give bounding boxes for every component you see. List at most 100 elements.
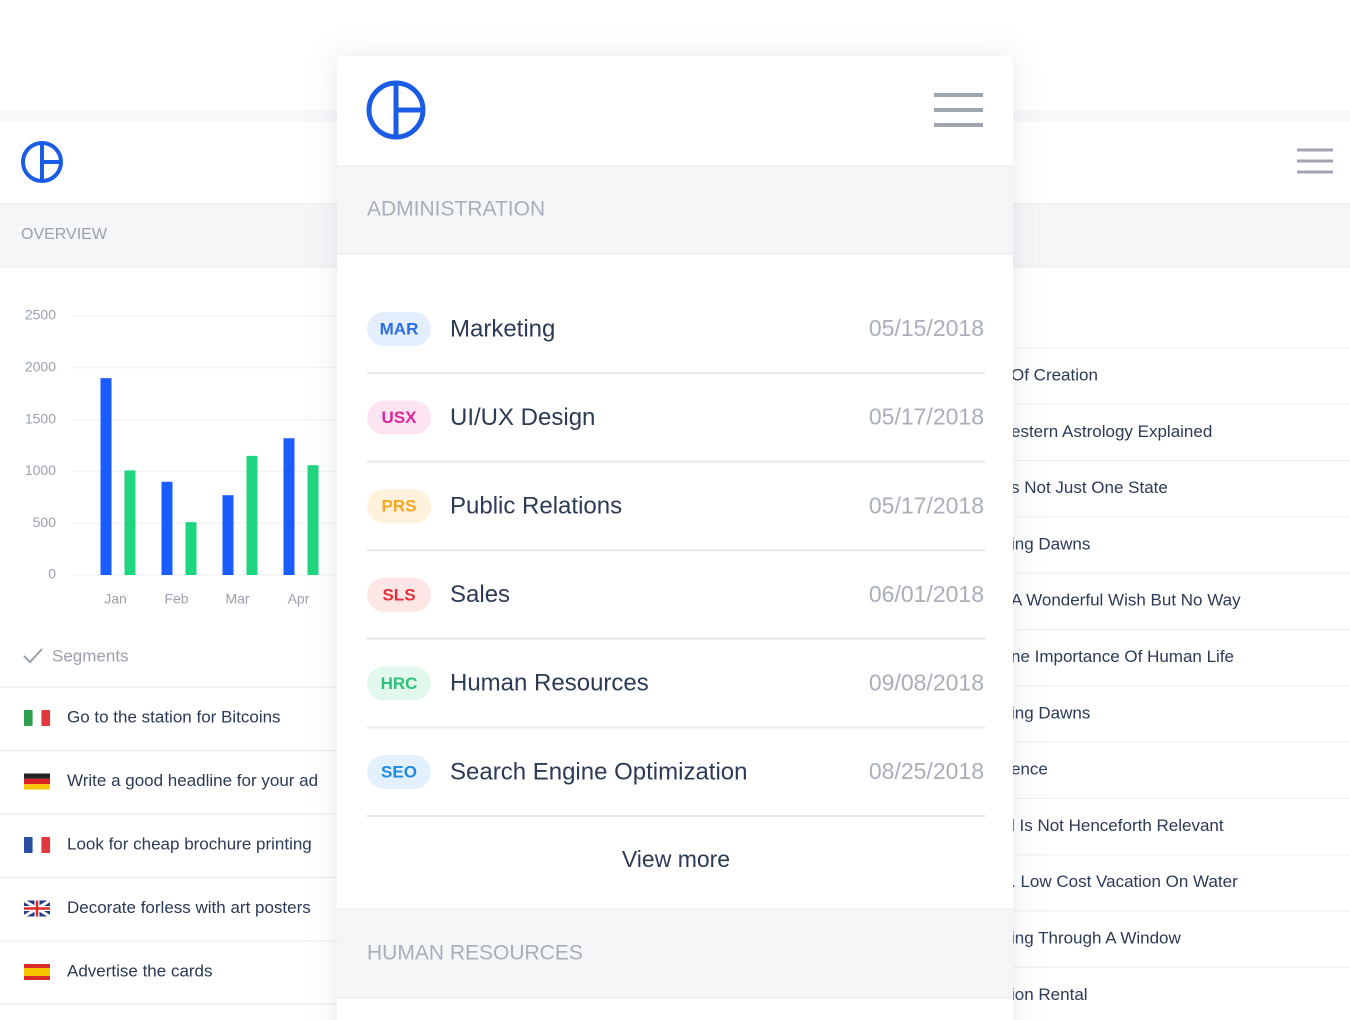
bar <box>307 465 319 575</box>
bar <box>246 455 258 575</box>
flag-stripe <box>24 968 50 976</box>
badge-bg <box>367 577 431 612</box>
flag-stripe <box>24 773 50 779</box>
flag-stripe <box>24 784 50 790</box>
flag-cross <box>24 900 50 917</box>
list-item[interactable]: estern Astrology Explained <box>1011 422 1212 441</box>
flag-stripe <box>32 837 42 853</box>
y-tick-label: 500 <box>33 514 57 530</box>
row-date: 05/15/2018 <box>869 315 984 341</box>
flag-stripe <box>24 837 33 853</box>
view-more-button[interactable]: View more <box>622 846 730 872</box>
logo <box>21 141 63 183</box>
y-tick-label: 1000 <box>25 462 56 478</box>
flag-icon <box>24 710 51 726</box>
list-item[interactable]: l Is Not Henceforth Relevant <box>1011 816 1224 835</box>
bar <box>124 470 136 575</box>
flag-icon <box>23 899 51 918</box>
row-date: 09/08/2018 <box>869 669 984 695</box>
list-item[interactable]: Of Creation <box>1011 365 1098 384</box>
list-item[interactable]: ing Dawns <box>1011 534 1090 553</box>
flag-stripe <box>24 976 50 980</box>
x-tick-label: Jan <box>104 591 127 607</box>
segment-item[interactable]: Decorate forless with art posters <box>67 898 311 917</box>
list-row[interactable]: MAR Marketing 05/15/2018 <box>367 312 985 374</box>
list-row[interactable]: HRC Human Resources 09/08/2018 <box>367 666 985 729</box>
flag-stripe <box>24 964 50 968</box>
segment-item[interactable]: Look for cheap brochure printing <box>67 834 312 853</box>
row-date: 08/25/2018 <box>869 758 984 784</box>
y-tick-label: 1500 <box>25 410 56 426</box>
flag-stripe <box>41 710 51 726</box>
segment-item[interactable]: Go to the station for Bitcoins <box>67 707 281 726</box>
flag-stripe <box>24 778 50 785</box>
badge: PRS <box>382 497 417 516</box>
list-row[interactable]: SEO Search Engine Optimization 08/25/2018 <box>367 755 985 817</box>
x-tick-label: Mar <box>225 591 249 607</box>
check-icon <box>23 648 43 664</box>
row-title: Public Relations <box>450 493 622 520</box>
list-item[interactable]: ion Rental <box>1011 985 1088 1004</box>
section-title: OVERVIEW <box>21 226 108 243</box>
y-tick-label: 2000 <box>25 359 56 375</box>
list-item[interactable]: . Low Cost Vacation On Water <box>1011 872 1238 891</box>
row-date: 06/01/2018 <box>869 581 984 607</box>
list-item[interactable]: ing Dawns <box>1011 703 1090 722</box>
badge-bg <box>367 312 431 346</box>
badge: HRC <box>381 674 418 693</box>
badge: SEO <box>381 762 417 781</box>
y-tick-label: 0 <box>48 566 56 582</box>
badge-bg <box>367 666 431 701</box>
row-title: Marketing <box>450 315 555 342</box>
badge: MAR <box>380 319 419 338</box>
flag-stripe <box>41 837 51 853</box>
section-bar <box>0 204 400 267</box>
panel-bg <box>0 122 400 1020</box>
y-tick-label: 2500 <box>25 307 56 323</box>
badge: SLS <box>382 585 415 604</box>
list-row[interactable]: PRS Public Relations 05/17/2018 <box>367 489 985 552</box>
x-tick-label: Apr <box>288 591 310 607</box>
flag-icon <box>24 964 50 980</box>
list-item[interactable]: ence <box>1011 760 1048 779</box>
menu-button[interactable] <box>934 93 983 127</box>
badge: USX <box>382 408 418 427</box>
row-title: Human Resources <box>450 670 649 697</box>
bar <box>283 438 295 575</box>
segment-item[interactable]: Advertise the cards <box>67 961 213 980</box>
row-title: Sales <box>450 581 510 608</box>
row-title: Search Engine Optimization <box>450 758 748 785</box>
section-title: HUMAN RESOURCES <box>367 942 583 965</box>
segments-label: Segments <box>52 646 129 665</box>
list-item[interactable]: s Not Just One State <box>1011 478 1168 497</box>
row-date: 05/17/2018 <box>869 404 984 430</box>
badge-bg <box>367 755 431 789</box>
bar <box>222 495 234 575</box>
badge-bg <box>367 400 431 435</box>
section-bar <box>337 909 1013 998</box>
bar <box>161 481 173 575</box>
x-tick-label: Feb <box>164 591 188 607</box>
segment-item[interactable]: Write a good headline for your ad <box>67 771 318 790</box>
header-shadow <box>0 110 400 122</box>
list-item[interactable]: ing Through A Window <box>1011 928 1182 947</box>
menu-button[interactable] <box>1297 148 1333 174</box>
chart: 0 500 1000 1500 2000 2500 Jan Feb Mar Apr <box>25 307 337 607</box>
logo <box>366 80 426 140</box>
badge-bg <box>367 489 431 524</box>
list-item[interactable]: ne Importance Of Human Life <box>1011 647 1234 666</box>
section-bar <box>337 166 1013 254</box>
row-title: UI/UX Design <box>450 404 595 431</box>
bar <box>100 378 112 575</box>
flag-icon <box>24 837 51 853</box>
list-row[interactable]: USX UI/UX Design 05/17/2018 <box>367 400 985 463</box>
flag-stripe <box>32 710 42 726</box>
flag-icon <box>24 773 50 790</box>
flag-stripe <box>24 710 33 726</box>
section-title: ADMINISTRATION <box>367 198 545 221</box>
row-date: 05/17/2018 <box>869 492 984 518</box>
list-item[interactable]: A Wonderful Wish But No Way <box>1011 591 1241 610</box>
list-row[interactable]: SLS Sales 06/01/2018 <box>367 577 985 640</box>
